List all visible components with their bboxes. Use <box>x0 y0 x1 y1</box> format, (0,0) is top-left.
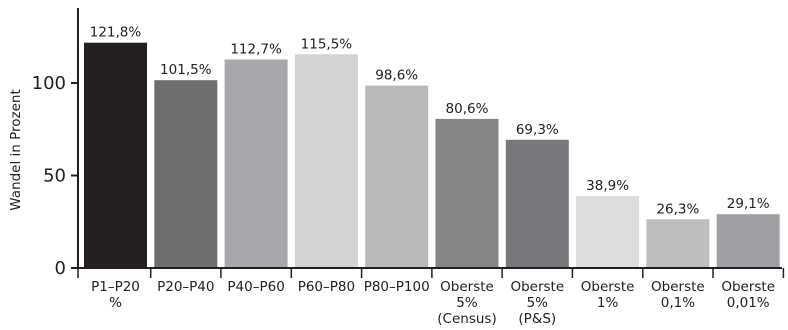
category-label-4-line-0: P80–P100 <box>364 279 430 295</box>
bar-8 <box>646 219 710 268</box>
bar-7 <box>576 196 640 268</box>
category-label-7-line-0: Oberste <box>581 279 635 295</box>
category-label-3: P60–P80 <box>298 279 355 295</box>
data-label-5: 80,6% <box>446 101 489 117</box>
axes-layer: 0 50 100 P1–P20% P20–P40 P40–P60 P60–P80 P80–P1… <box>32 8 785 327</box>
data-label-9: 29,1% <box>727 196 770 212</box>
category-label-6-line-2: (P&S) <box>518 311 556 327</box>
bar-2 <box>224 59 288 268</box>
y-tick-label-2: 100 <box>32 73 66 94</box>
category-label-9-line-1: 0,01% <box>727 295 770 311</box>
y-tick-label-0: 0 <box>55 258 66 279</box>
category-label-9-line-0: Oberste <box>721 279 775 295</box>
bars-layer <box>84 42 780 269</box>
data-label-4: 98,6% <box>375 68 418 84</box>
category-label-4: P80–P100 <box>364 279 430 295</box>
category-label-0: P1–P20% <box>91 279 140 311</box>
data-label-8: 26,3% <box>656 201 699 217</box>
bar-3 <box>294 54 358 268</box>
data-label-7: 38,9% <box>586 178 629 194</box>
category-label-6-line-1: 5% <box>527 295 549 311</box>
category-label-5-line-1: 5% <box>456 295 478 311</box>
category-label-7-line-1: 1% <box>597 295 619 311</box>
category-label-2-line-0: P40–P60 <box>227 279 284 295</box>
data-label-2: 112,7% <box>230 42 282 58</box>
category-label-1-line-0: P20–P40 <box>157 279 214 295</box>
category-label-0-line-0: P1–P20 <box>91 279 140 295</box>
category-label-5-line-0: Oberste <box>440 279 494 295</box>
bar-1 <box>154 80 218 268</box>
bar-0 <box>84 42 147 269</box>
data-label-1: 101,5% <box>160 62 212 78</box>
data-labels-layer: 121,8% 101,5% 112,7% 115,5% 98,6% 80,6% 69,3% 3… <box>90 25 770 218</box>
bar-5 <box>435 118 499 269</box>
category-label-8-line-1: 0,1% <box>661 295 695 311</box>
category-label-6-line-0: Oberste <box>510 279 564 295</box>
data-label-3: 115,5% <box>301 36 353 52</box>
y-tick-label-1: 50 <box>43 166 66 187</box>
category-label-1: P20–P40 <box>157 279 214 295</box>
category-label-3-line-0: P60–P80 <box>298 279 355 295</box>
bar-9 <box>716 214 780 268</box>
category-label-5-line-2: (Census) <box>437 311 496 327</box>
data-label-6: 69,3% <box>516 122 559 138</box>
bar-6 <box>505 139 569 268</box>
category-label-0-line-1: % <box>109 295 122 311</box>
category-label-8-line-0: Oberste <box>651 279 705 295</box>
category-label-2: P40–P60 <box>227 279 284 295</box>
bar-4 <box>365 85 429 268</box>
y-axis-title: Wandel in Prozent <box>8 89 24 211</box>
data-label-0: 121,8% <box>90 25 142 41</box>
